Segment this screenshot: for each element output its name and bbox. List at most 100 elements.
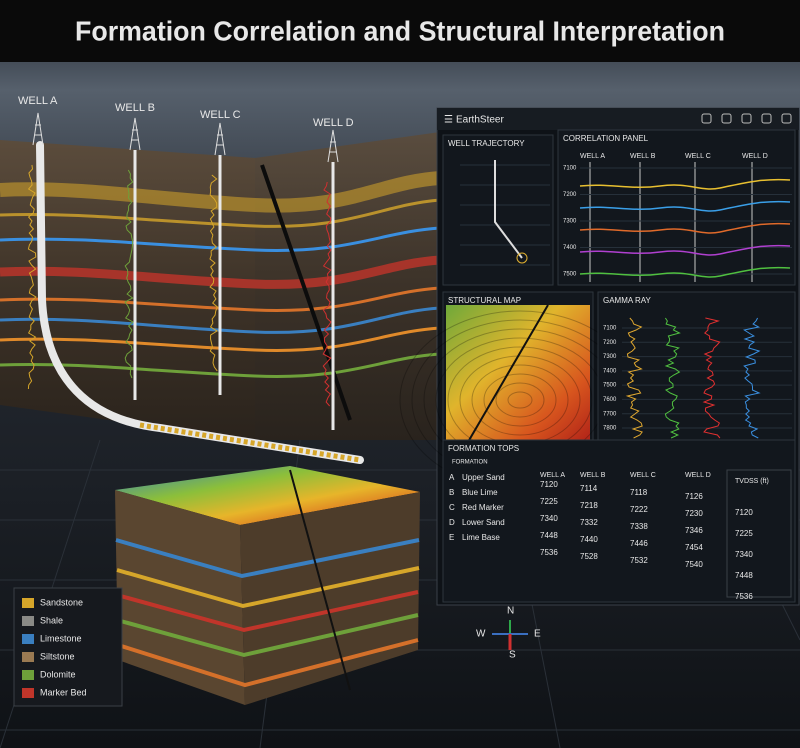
compass-s: S [509,650,516,661]
strata-bands [0,171,441,378]
depth-value: 7528 [580,552,598,561]
map-fault [467,304,549,443]
legend-swatch [22,598,34,608]
panel [597,291,796,446]
depth-tick-label: 7700 [603,411,617,417]
depth-value: 7340 [540,514,558,523]
legend-swatch [22,688,34,698]
derrick [32,112,44,146]
correlation-horizon [579,244,791,256]
target [516,252,528,264]
well-label: WELL A [18,95,58,107]
fault [260,164,352,421]
map [446,305,590,442]
panel-title: WELL TRAJECTORY [448,139,525,148]
well-header: WELL B [630,153,656,160]
depth-value: 7440 [580,535,598,544]
depth-tick-label: 7500 [603,383,617,389]
gamma-log [743,317,761,439]
legend-label: Marker Bed [40,687,87,697]
ui-panels: WELL TRAJECTORY CORRELATION PANEL WELL A WE… [399,129,796,603]
title-bar [0,0,800,62]
depth-value: 7448 [735,571,753,580]
derrick [327,129,339,163]
legend-label: Siltstone [40,651,75,661]
well-header: WELL D [742,153,768,160]
well-label: WELL C [200,109,241,121]
formation-name: Lime Base [462,533,500,542]
column-header: WELL A [540,472,565,479]
depth-value: 7114 [580,484,598,493]
tvdss-box [726,469,792,598]
horizontal-well [36,141,364,464]
row-letter: C [449,503,455,512]
depth-tick-label: 7600 [603,397,617,403]
legend-swatch [22,634,34,644]
depth-value: 7346 [685,526,703,535]
formation-name: Blue Lime [462,488,498,497]
depth-tick-label: 7300 [563,219,577,225]
depth-tick-label: 7100 [563,166,577,172]
row-letter: E [449,533,454,542]
correlation-horizon [579,266,791,278]
legend-swatch [22,670,34,680]
depth-tick-label: 7100 [603,326,617,332]
contour [495,382,545,418]
formation-name: Lower Sand [462,518,505,527]
depth-value: 7118 [630,488,648,497]
row-letter: B [449,488,454,497]
formation-name: Upper Sand [462,473,505,482]
depth-value: 7126 [685,492,703,501]
depth-value: 7448 [540,531,558,540]
gamma-log [702,317,721,439]
formation-name: Red Marker [462,503,504,512]
block-top [115,466,420,525]
well-log [322,181,332,407]
contour [471,364,569,436]
row-letter: D [449,518,455,527]
legend-label: Dolomite [40,669,76,679]
panel-title: STRUCTURAL MAP [448,296,521,305]
block-fault [289,469,351,691]
app-name: EarthSteer [456,115,504,126]
depth-value: 7218 [580,501,598,510]
legend-label: Shale [40,615,63,625]
legend-swatch [22,652,34,662]
gamma-log [625,317,643,439]
panel-title: GAMMA RAY [603,296,652,305]
column-header: TVDSS (ft) [735,478,769,485]
depth-tick-label: 7800 [603,426,617,432]
depth-value: 7225 [735,529,753,538]
menu-icon[interactable]: ☰ [444,115,453,126]
trajectory [494,160,523,259]
column-header: WELL B [580,472,606,479]
column-header: FORMATION [452,460,488,466]
row-letter: A [449,473,455,482]
page-title: Formation Correlation and Structural Int… [75,15,725,46]
depth-value: 7340 [735,550,753,559]
block-front-left [115,490,245,705]
depth-value: 7536 [735,592,753,601]
correlation-horizon [579,178,791,190]
depth-value: 7225 [540,497,558,506]
depth-value: 7338 [630,522,648,531]
correlation-horizon [579,200,791,212]
depth-tick-label: 7400 [563,245,577,251]
well-log [124,169,134,379]
block-strata [115,538,420,688]
depth-tick-label: 7400 [603,368,617,374]
compass-w: W [476,629,486,640]
depth-tick-label: 7200 [603,340,617,346]
depth-value: 7120 [735,508,753,517]
toolbar-icons[interactable] [701,113,792,124]
well-header: WELL C [685,153,711,160]
derrick [129,117,141,151]
depth-value: 7222 [630,505,648,514]
depth-value: 7446 [630,539,648,548]
depth-value: 7532 [630,556,648,565]
panel [442,134,554,286]
well-label: WELL D [313,117,354,129]
compass-n: N [507,606,514,617]
depth-value: 7120 [540,480,558,489]
correlation-horizon [579,222,791,234]
